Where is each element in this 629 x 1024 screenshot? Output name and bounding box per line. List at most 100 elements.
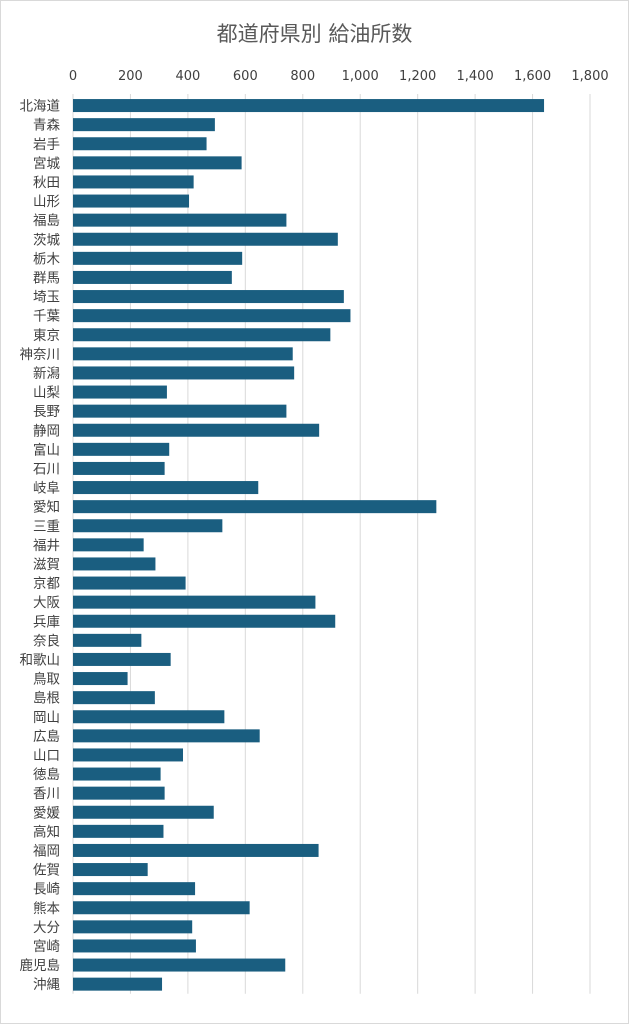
- bar: [73, 614, 336, 628]
- bar: [73, 824, 164, 838]
- bar: [73, 901, 250, 915]
- x-tick-label: 400: [175, 69, 200, 84]
- bar: [73, 805, 214, 819]
- bar: [73, 576, 186, 590]
- bar: [73, 347, 293, 361]
- category-label: 愛知: [33, 499, 60, 516]
- bar: [73, 748, 184, 762]
- bar: [73, 958, 286, 972]
- bar: [73, 633, 142, 647]
- category-label: 鳥取: [33, 672, 60, 688]
- category-label: 大阪: [33, 595, 60, 611]
- category-label: 山形: [33, 194, 60, 210]
- bar: [73, 290, 344, 304]
- category-label: 熊本: [33, 901, 60, 917]
- bar: [73, 118, 215, 132]
- category-label: 愛媛: [33, 805, 60, 821]
- x-tick-label: 600: [233, 69, 258, 84]
- bar: [73, 385, 167, 399]
- category-label: 滋賀: [33, 557, 60, 573]
- bar: [73, 557, 156, 571]
- category-label: 京都: [33, 576, 60, 592]
- bar: [73, 538, 144, 552]
- bar: [73, 920, 193, 934]
- bar: [73, 194, 190, 208]
- category-label: 千葉: [33, 309, 60, 325]
- bar: [73, 672, 128, 686]
- category-label: 栃木: [33, 251, 60, 267]
- category-label: 神奈川: [20, 347, 61, 363]
- category-label: 福井: [33, 538, 60, 554]
- category-label: 沖縄: [33, 977, 60, 993]
- category-label: 山梨: [33, 385, 60, 401]
- x-tick-label: 1,600: [514, 69, 551, 84]
- category-label: 秋田: [33, 175, 60, 191]
- category-label: 佐賀: [33, 863, 60, 879]
- x-tick-label: 800: [290, 69, 315, 84]
- category-label: 茨城: [33, 232, 60, 248]
- category-label: 長崎: [33, 882, 60, 898]
- category-label: 東京: [33, 328, 60, 344]
- bar: [73, 786, 165, 800]
- bar: [73, 882, 196, 896]
- x-tick-label: 0: [69, 69, 77, 84]
- category-label: 群馬: [33, 270, 60, 286]
- bar: [73, 404, 287, 418]
- category-label: 富山: [33, 441, 60, 458]
- bar: [73, 232, 338, 246]
- bar: [73, 691, 155, 705]
- bar: [73, 309, 351, 323]
- bar: [73, 156, 242, 170]
- category-label: 和歌山: [20, 652, 61, 668]
- bar: [73, 939, 196, 953]
- category-label: 静岡: [33, 423, 60, 439]
- category-label: 宮崎: [33, 939, 60, 955]
- bar: [73, 137, 207, 151]
- bar: [73, 767, 161, 781]
- category-label: 岩手: [33, 137, 60, 153]
- category-label: 島根: [33, 691, 60, 707]
- x-tick-label: 1,800: [571, 69, 608, 84]
- category-label: 長野: [33, 404, 60, 420]
- bar: [73, 99, 545, 113]
- category-label: 奈良: [33, 633, 60, 649]
- category-label: 三重: [33, 519, 60, 535]
- bar: [73, 729, 260, 743]
- bar: [73, 863, 148, 877]
- bar: [73, 519, 223, 533]
- bar: [73, 843, 319, 857]
- category-label: 広島: [33, 729, 60, 745]
- bar: [73, 652, 171, 666]
- bar: [73, 213, 287, 227]
- category-label: 石川: [33, 461, 60, 477]
- category-label: 山口: [33, 748, 60, 764]
- bar: [73, 423, 320, 437]
- x-tick-label: 1,200: [399, 69, 436, 84]
- x-tick-label: 1,400: [457, 69, 494, 84]
- x-tick-label: 200: [118, 69, 143, 84]
- x-tick-label: 1,000: [342, 69, 379, 84]
- bar: [73, 251, 243, 265]
- category-label: 北海道: [20, 99, 61, 115]
- category-label: 新潟: [33, 366, 60, 382]
- bar: [73, 481, 259, 495]
- bar: [73, 270, 232, 284]
- category-label: 埼玉: [33, 290, 60, 306]
- bar: [73, 442, 170, 456]
- category-label: 鹿児島: [20, 957, 61, 974]
- bar: [73, 500, 437, 514]
- category-label: 福島: [33, 213, 60, 229]
- bar: [73, 461, 165, 475]
- category-label: 岐阜: [33, 480, 60, 497]
- bar: [73, 595, 316, 609]
- category-label: 宮城: [33, 156, 60, 172]
- chart-title: 都道府県別 給油所数: [216, 22, 413, 46]
- category-label: 青森: [33, 118, 60, 134]
- bar: [73, 710, 225, 724]
- category-label: 高知: [33, 823, 60, 840]
- bar: [73, 328, 331, 342]
- category-label: 大分: [33, 920, 60, 936]
- bar: [73, 366, 295, 380]
- bar: [73, 175, 194, 189]
- category-label: 香川: [33, 786, 60, 802]
